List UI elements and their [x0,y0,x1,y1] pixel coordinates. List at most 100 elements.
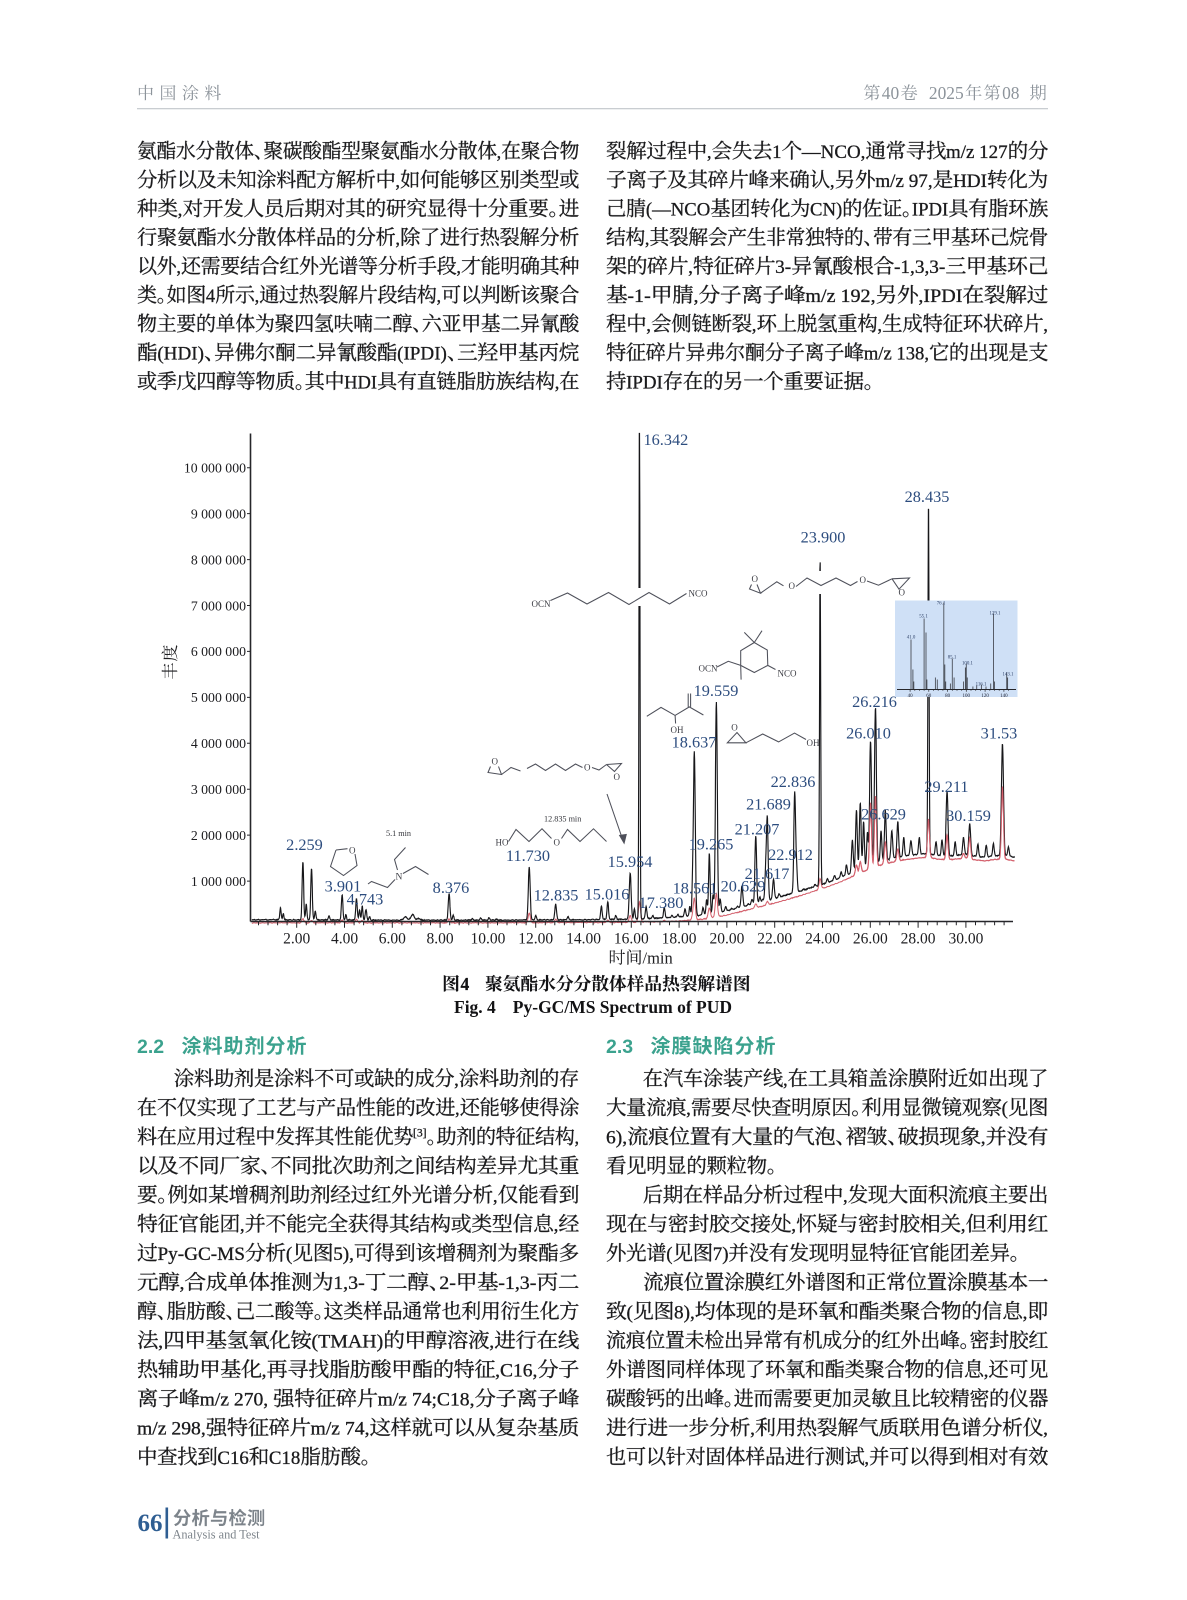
svg-text:20.00: 20.00 [709,931,744,948]
svg-text:O: O [614,772,621,782]
svg-text:100.1: 100.1 [962,662,974,667]
svg-text:18.00: 18.00 [662,931,697,948]
svg-text:26.216: 26.216 [852,692,897,711]
svg-text:(—NCO: (—NCO [646,200,710,221]
svg-text:4: 4 [206,286,216,307]
svg-text:28.435: 28.435 [905,487,950,506]
svg-text:4 000 000: 4 000 000 [191,736,246,751]
svg-text:-1,3,3-: -1,3,3- [894,257,945,278]
svg-text:15.016: 15.016 [585,885,630,904]
svg-text:(: ( [286,1244,292,1265]
svg-text:55.1: 55.1 [919,615,928,620]
svg-text:O: O [752,574,759,584]
svg-text:8.00: 8.00 [427,931,454,948]
svg-text:O: O [899,588,906,598]
svg-text:Fig. 4: Fig. 4 [454,997,496,1017]
svg-text:20.629: 20.629 [721,877,766,896]
svg-text:1 000 000: 1 000 000 [191,874,246,889]
svg-text:1: 1 [772,142,781,163]
svg-text:,: , [686,1099,691,1120]
svg-text:3-: 3- [775,257,791,278]
svg-text:,: , [984,1360,989,1381]
svg-text:26.00: 26.00 [853,931,888,948]
svg-text:O: O [789,581,796,591]
svg-text:,: , [178,200,183,221]
svg-text:(: ( [666,1244,672,1265]
svg-text:143.1: 143.1 [1002,673,1014,678]
svg-text:,: , [646,315,651,336]
svg-text:6.00: 6.00 [379,931,406,948]
svg-text:,: , [783,1069,788,1090]
svg-text:,: , [574,1128,579,1149]
svg-text:7 000 000: 7 000 000 [191,598,246,613]
svg-text:m/z 97,: m/z 97, [875,171,932,192]
svg-text:Py-GC-MS: Py-GC-MS [157,1244,244,1265]
svg-text:9 000 000: 9 000 000 [191,506,246,521]
svg-text:HDI: HDI [953,171,987,192]
svg-text:(HDI): (HDI) [157,344,204,365]
svg-text:120: 120 [981,694,989,699]
svg-text:8),: 8), [674,1302,695,1323]
svg-text:HDI: HDI [344,372,377,393]
svg-text:2-: 2- [439,1274,456,1294]
svg-text:m/z 298,: m/z 298, [137,1419,206,1440]
svg-text:-1,3-: -1,3- [498,1274,536,1294]
svg-text:6 000 000: 6 000 000 [191,644,246,659]
svg-text:CN): CN) [810,200,842,221]
svg-text:,: , [255,286,260,307]
svg-text:76.1: 76.1 [937,601,946,606]
svg-text:16.00: 16.00 [614,931,649,948]
svg-text:,: , [240,1215,245,1236]
svg-text:m/z 270,: m/z 270, [200,1390,269,1411]
svg-text:4: 4 [461,974,470,994]
svg-text:O: O [860,575,867,585]
svg-text:(IPDI): (IPDI) [397,344,447,365]
svg-text:29.211: 29.211 [924,777,968,796]
svg-text:85.1: 85.1 [948,656,957,661]
svg-text:HO: HO [496,838,509,848]
svg-text:17.380: 17.380 [639,893,684,912]
svg-text:OH: OH [671,725,684,735]
svg-text:28.00: 28.00 [901,931,936,948]
svg-text:4.743: 4.743 [347,890,384,909]
svg-text:129.1: 129.1 [989,611,1001,616]
svg-text:,: , [707,142,712,163]
svg-text:12.00: 12.00 [518,931,553,948]
svg-text:41.0: 41.0 [907,636,916,641]
svg-text:23.900: 23.900 [801,528,846,547]
svg-text:IPDI: IPDI [626,372,663,393]
svg-text:21.207: 21.207 [735,820,780,839]
svg-text:24.00: 24.00 [805,931,840,948]
svg-text:,: , [262,1361,267,1382]
svg-text:2 000 000: 2 000 000 [191,828,246,843]
svg-text:19.265: 19.265 [689,835,734,854]
svg-text:NCO: NCO [778,669,798,679]
svg-text:,IPDI: ,IPDI [918,287,962,307]
svg-text:5 000 000: 5 000 000 [191,690,246,705]
svg-text:,: , [752,315,757,336]
svg-text:OCN: OCN [532,599,552,609]
svg-text:,: , [395,171,400,192]
svg-text:66: 66 [138,1510,163,1537]
svg-text:(: ( [1002,1099,1008,1120]
svg-text:N: N [396,873,403,883]
svg-text:08: 08 [1002,83,1020,103]
svg-text:40: 40 [908,694,914,699]
svg-text:m/z 74,: m/z 74, [311,1419,370,1440]
svg-text:,: , [1043,1419,1048,1440]
svg-text:8 000 000: 8 000 000 [191,552,246,567]
svg-text:O: O [731,723,738,733]
svg-text:30.159: 30.159 [946,806,991,825]
svg-text:,: , [436,286,441,307]
svg-text:,: , [489,1332,494,1352]
svg-text:10 000 000: 10 000 000 [184,461,246,476]
svg-text:80: 80 [945,694,951,699]
svg-text:,: , [497,142,502,163]
svg-text:—NCO,: —NCO, [801,142,866,163]
svg-text:C16: C16 [217,1448,248,1469]
svg-text:11.730: 11.730 [506,846,550,865]
svg-text:2.2: 2.2 [137,1036,164,1058]
svg-text:m/z 192,: m/z 192, [805,287,875,307]
svg-text:m/z 74;C18,: m/z 74;C18, [378,1390,475,1411]
svg-text:,: , [791,1215,796,1236]
